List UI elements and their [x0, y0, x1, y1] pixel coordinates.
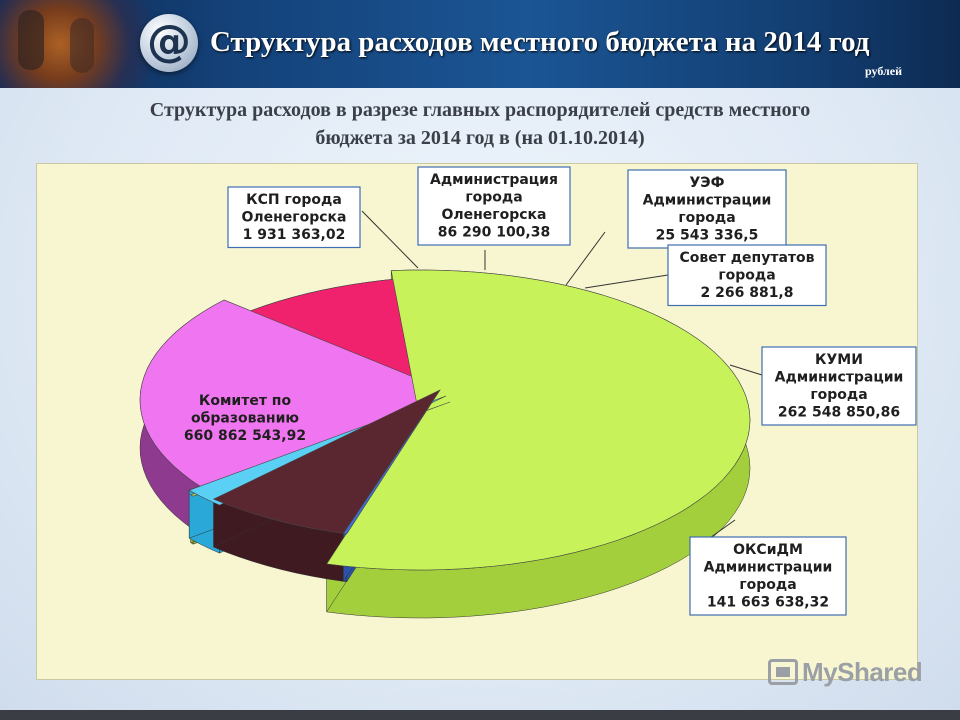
label-line-3-1: Администрации [643, 193, 772, 209]
label-line-1-1: Оленегорска [241, 210, 346, 226]
leader-line-1 [361, 210, 419, 269]
label-line-0-0: Комитет по [199, 393, 292, 409]
page-title: Структура расходов местного бюджета на 2… [210, 26, 870, 58]
label-line-6-3: 141 663 638,32 [707, 595, 829, 611]
label-line-5-2: города [810, 387, 867, 403]
label-box-5 [761, 346, 917, 426]
label-line-3-0: УЭФ [690, 175, 725, 191]
label-line-3-2: города [678, 210, 735, 226]
label-line-3-3: 25 543 336,5 [656, 228, 759, 244]
label-line-6-2: города [739, 577, 796, 593]
slice-top-0 [326, 269, 751, 571]
slice-top-5 [139, 299, 471, 494]
units-label: рублей [864, 64, 902, 78]
label-line-6-0: ОКСиДМ [733, 542, 803, 558]
leader-line-3 [565, 231, 606, 286]
leader-line-4 [584, 274, 669, 289]
bottom-bar [0, 710, 960, 720]
label-line-2-1: города [465, 190, 522, 206]
watermark: MyShared [768, 656, 923, 688]
watermark-icon [768, 659, 798, 685]
label-box-6 [689, 536, 847, 616]
label-line-4-2: 2 266 881,8 [701, 285, 794, 301]
label-line-1-0: КСП города [246, 192, 342, 208]
at-logo-icon: @ [140, 14, 198, 72]
label-line-5-3: 262 548 850,86 [778, 405, 900, 421]
slice-top-1 [342, 389, 441, 535]
leader-line-5 [729, 364, 763, 376]
header-bar: @ Структура расходов местного бюджета на… [0, 0, 960, 88]
label-line-5-0: КУМИ [815, 352, 863, 368]
label-line-4-0: Совет депутатов [680, 250, 815, 266]
label-box-2 [417, 166, 571, 246]
slice-top-2 [212, 389, 441, 534]
label-box-4 [667, 244, 827, 307]
chart-subtitle: Структура расходов в разрезе главных рас… [60, 96, 900, 152]
label-line-0-1: образованию [191, 411, 299, 427]
label-line-2-0: Администрация [430, 172, 558, 188]
label-line-6-1: Администрации [704, 560, 833, 576]
label-line-1-2: 1 931 363,02 [243, 227, 346, 243]
label-line-4-1: города [718, 268, 775, 284]
header-photo [0, 0, 150, 88]
label-box-3 [627, 169, 787, 249]
subtitle-line-2: бюджета за 2014 год в (на 01.10.2014) [315, 127, 645, 149]
label-box-1 [227, 186, 361, 249]
label-line-2-2: Оленегорска [441, 207, 546, 223]
subtitle-line-1: Структура расходов в разрезе главных рас… [149, 99, 811, 121]
watermark-text: MyShared [802, 656, 923, 687]
label-line-0-2: 660 862 543,92 [184, 428, 306, 444]
label-line-2-3: 86 290 100,38 [438, 225, 550, 241]
label-line-5-1: Администрации [775, 370, 904, 386]
